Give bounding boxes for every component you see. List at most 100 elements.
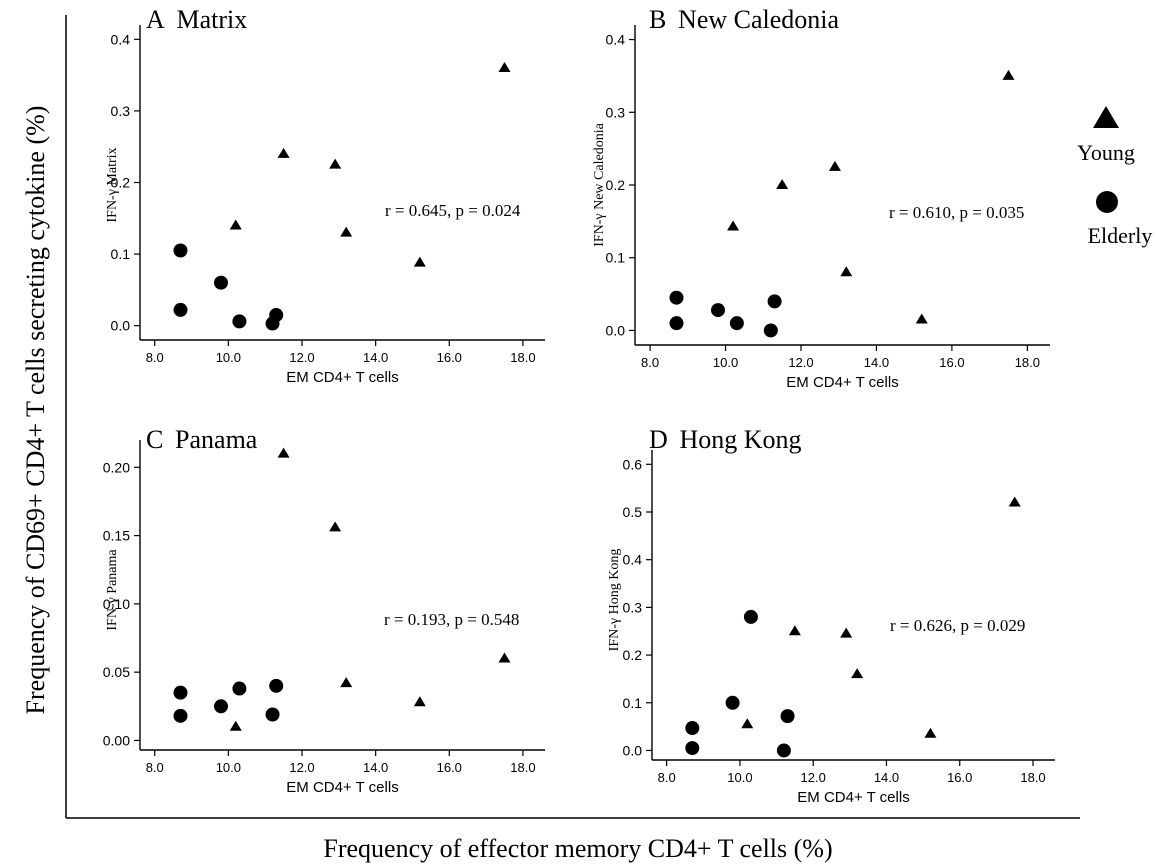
panel-d-elderly-point <box>685 741 700 756</box>
panel-a-xtick-label: 10.0 <box>216 350 241 365</box>
panel-b-young-point <box>915 313 928 324</box>
panel-b-ytick-label: 0.2 <box>606 177 626 193</box>
panel-d-xtick-label: 8.0 <box>658 770 676 785</box>
panel-a-elderly-point <box>173 243 188 258</box>
panel-d: D Hong Kong 0.0 0.1 0.2 0.3 0.4 0.5 0.6 8.0 10.0 1… <box>607 425 1055 806</box>
panel-a-young-point <box>340 226 353 237</box>
panel-d-young-point <box>851 668 864 679</box>
panel-b-xtick-label: 8.0 <box>641 355 659 370</box>
panel-a-elderly-point <box>232 314 247 329</box>
panel-b-xtick-label: 16.0 <box>939 355 964 370</box>
panel-c-young-point <box>229 720 242 731</box>
panel-a-ytick-label: 0.0 <box>111 318 131 334</box>
panel-c-elderly-point <box>214 699 228 714</box>
panel-c-xtick-label: 16.0 <box>437 760 462 775</box>
panel-d-elderly-point <box>685 721 700 736</box>
panel-c: C Panama 0.00 0.05 0.10 0.15 0.20 8.0 10.0 12.0 1… <box>103 425 545 796</box>
panel-a-elderly-point <box>269 307 284 322</box>
panel-c-xtick-label: 12.0 <box>289 760 314 775</box>
panel-a-young-point <box>413 256 426 267</box>
panel-d-ytick-label: 0.5 <box>623 504 643 520</box>
panel-a-elderly-point <box>173 302 188 317</box>
panel-c-ylabel: IFN-γ Panama <box>105 549 120 631</box>
panel-b-ytick-label: 0.4 <box>606 32 626 48</box>
panel-d-ytick-label: 0.2 <box>623 647 643 663</box>
panel-d-ytick-label: 0.6 <box>623 456 643 472</box>
panel-c-young-point <box>413 696 426 707</box>
panel-b-elderly-point <box>669 316 684 331</box>
panel-b-young-point <box>1002 69 1015 80</box>
panel-a-ytick-label: 0.2 <box>111 175 131 191</box>
panel-c-ytick-label: 0.10 <box>103 596 130 612</box>
panel-d-young-point <box>924 727 937 738</box>
panel-b-young-point <box>776 179 789 189</box>
panel-b-elderly-point <box>669 290 684 305</box>
panel-a-xtick-label: 14.0 <box>363 350 388 365</box>
panel-d-elderly-point <box>725 695 740 710</box>
legend: Young Elderly <box>1077 106 1152 248</box>
panel-b-elderly-point <box>763 323 778 338</box>
panel-d-ytick-label: 0.3 <box>623 599 643 615</box>
panel-d-ytick-label: 0.4 <box>623 552 643 568</box>
panel-a-xtick-label: 12.0 <box>289 350 314 365</box>
panel-b-xlabel: EM CD4+ T cells <box>786 374 898 391</box>
panel-a-xtick-label: 18.0 <box>510 350 535 365</box>
panel-c-elderly-point <box>173 708 188 723</box>
legend-triangle-marker <box>1093 106 1119 128</box>
panel-c-ytick-label: 0.15 <box>103 528 130 544</box>
panel-d-correlation-annotation: r = 0.626, p = 0.029 <box>890 616 1025 635</box>
panel-d-elderly-point <box>743 609 758 624</box>
panel-b-elderly-point <box>729 316 744 331</box>
panel-a-elderly-point <box>214 275 228 290</box>
panel-c-ytick-label: 0.05 <box>103 664 130 680</box>
panel-c-young-point <box>340 677 353 688</box>
panel-c-xtick-label: 18.0 <box>510 760 535 775</box>
panel-c-young-point <box>277 447 290 458</box>
panel-b-ytick-label: 0.1 <box>606 250 626 266</box>
figure-xlabel: Frequency of effector memory CD4+ T cell… <box>323 834 832 863</box>
panel-b-elderly-point <box>767 294 782 309</box>
panel-b-correlation-annotation: r = 0.610, p = 0.035 <box>889 203 1024 222</box>
panel-b-elderly-point <box>711 303 725 318</box>
panel-d-xtick-label: 16.0 <box>947 770 972 785</box>
panel-b-young-point <box>828 160 841 171</box>
panel-d-elderly-point <box>776 743 791 758</box>
panel-d-xtick-label: 12.0 <box>801 770 826 785</box>
panel-c-ytick-label: 0.00 <box>103 732 130 748</box>
panel-c-elderly-point <box>173 685 188 700</box>
panel-c-title: C Panama <box>146 425 258 454</box>
panel-d-young-point <box>788 625 801 636</box>
panel-a-xtick-label: 8.0 <box>146 350 164 365</box>
panel-c-young-point <box>329 521 342 532</box>
panel-a-ytick-label: 0.1 <box>111 246 131 262</box>
panel-b-xtick-label: 12.0 <box>788 355 813 370</box>
legend-label-elderly: Elderly <box>1088 223 1153 248</box>
panel-d-elderly-point <box>780 709 795 724</box>
panel-b-ytick-label: 0.0 <box>606 322 626 338</box>
panel-c-xlabel: EM CD4+ T cells <box>286 779 398 796</box>
legend-label-young: Young <box>1077 140 1135 165</box>
panel-d-xtick-label: 14.0 <box>874 770 899 785</box>
figure-ylabel: Frequency of CD69+ CD4+ T cells secretin… <box>21 106 50 715</box>
panel-b-ytick-label: 0.3 <box>606 104 626 120</box>
panel-c-young-point <box>498 652 511 663</box>
panel-d-young-point <box>1008 496 1021 507</box>
panel-a-ytick-label: 0.4 <box>111 31 131 47</box>
panel-d-xtick-label: 18.0 <box>1020 770 1045 785</box>
legend-circle-marker <box>1096 191 1118 213</box>
panel-c-elderly-point <box>265 707 280 722</box>
panel-d-title: D Hong Kong <box>649 425 802 454</box>
panel-d-xtick-label: 10.0 <box>727 770 752 785</box>
panel-d-young-point <box>741 718 754 729</box>
panel-b-ylabel: IFN-γ New Caledonia <box>592 122 607 246</box>
panel-a-ylabel: IFN-γ Matrix <box>105 147 120 222</box>
panel-d-ytick-label: 0.1 <box>623 695 643 711</box>
panel-c-correlation-annotation: r = 0.193, p = 0.548 <box>384 610 519 629</box>
panel-c-elderly-point <box>269 678 284 693</box>
panel-c-xtick-label: 10.0 <box>216 760 241 775</box>
panel-c-elderly-point <box>232 681 247 696</box>
panel-a-young-point <box>329 158 342 169</box>
panel-b-title: B New Caledonia <box>649 5 840 34</box>
panel-b-young-point <box>840 266 853 277</box>
